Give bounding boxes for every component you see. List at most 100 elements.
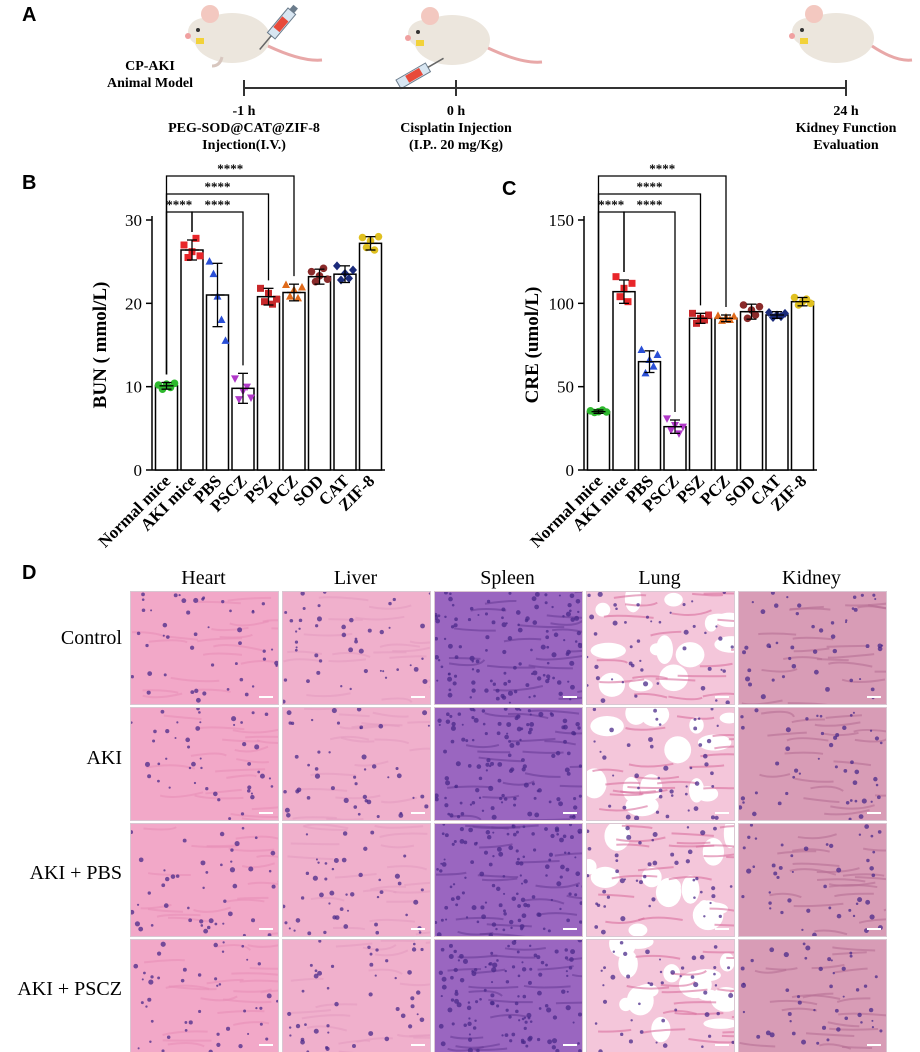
data-point xyxy=(675,430,683,438)
data-point xyxy=(653,350,662,358)
histology-image-liver-1 xyxy=(282,591,431,705)
significance-label: **** xyxy=(649,161,675,176)
data-point xyxy=(689,309,696,317)
histology-image-heart-1 xyxy=(130,591,279,705)
significance-bracket xyxy=(623,211,676,412)
data-point xyxy=(231,375,239,383)
bar xyxy=(612,290,636,471)
row-aki: AKI xyxy=(86,747,122,769)
data-point xyxy=(637,345,646,353)
histology-image-spleen-4 xyxy=(434,939,583,1052)
data-point xyxy=(714,311,722,319)
event-0h: 0 h Cisplatin Injection (I.P.. 20 mg/Kg) xyxy=(400,104,512,153)
panel-label-a: A xyxy=(22,4,37,26)
histology-image-lung-3 xyxy=(586,823,735,937)
significance-label: **** xyxy=(598,197,624,212)
histology-image-lung-2 xyxy=(586,707,735,821)
data-point xyxy=(755,302,764,311)
event-24h: 24 h Kidney Function Evaluation xyxy=(795,104,897,153)
data-point xyxy=(667,427,675,435)
data-point xyxy=(184,254,192,261)
data-point xyxy=(743,314,752,323)
bar xyxy=(637,360,662,471)
data-point xyxy=(705,311,712,319)
mouse-icon-2 xyxy=(405,7,543,65)
data-point xyxy=(374,232,383,241)
data-point xyxy=(298,283,306,291)
data-point xyxy=(349,265,357,275)
bar xyxy=(358,242,383,471)
column-kidney: Kidney xyxy=(782,567,841,589)
histology-image-spleen-2 xyxy=(434,707,583,821)
bar xyxy=(333,273,357,471)
histology-image-spleen-1 xyxy=(434,591,583,705)
histology-image-liver-4 xyxy=(282,939,431,1052)
syringe-icon-2 xyxy=(395,57,444,90)
histology-image-spleen-3 xyxy=(434,823,583,937)
y-tick-label: 0 xyxy=(566,461,575,480)
data-point xyxy=(319,264,328,273)
significance-label: **** xyxy=(217,161,243,176)
histology-image-lung-1 xyxy=(586,591,735,705)
mouse-icon-1 xyxy=(185,5,323,68)
significance-label: **** xyxy=(637,197,663,212)
data-point xyxy=(663,415,671,423)
data-point xyxy=(739,301,748,309)
bar xyxy=(765,314,789,471)
significance-label: **** xyxy=(166,197,192,212)
data-point xyxy=(209,269,218,278)
y-tick-label: 10 xyxy=(125,378,142,397)
data-point xyxy=(243,383,251,392)
data-point xyxy=(806,299,815,308)
y-axis-label: BUN ( mmol/L) xyxy=(90,282,111,409)
data-point xyxy=(345,273,353,283)
data-point xyxy=(751,311,760,319)
event-minus1h: -1 h PEG-SOD@CAT@ZIF-8 Injection(I.V.) xyxy=(168,104,320,153)
y-tick-label: 20 xyxy=(125,294,142,313)
y-tick-label: 150 xyxy=(549,211,575,230)
significance-label: **** xyxy=(205,179,231,194)
row-control: Control xyxy=(60,627,122,649)
column-liver: Liver xyxy=(333,567,378,589)
timeline-diagram xyxy=(185,4,913,96)
data-point xyxy=(286,292,294,300)
data-point xyxy=(612,273,620,281)
data-point xyxy=(247,394,255,402)
y-tick-label: 100 xyxy=(549,294,575,313)
bar xyxy=(739,310,764,471)
data-point xyxy=(358,233,367,242)
y-tick-label: 0 xyxy=(134,461,143,480)
data-point xyxy=(790,293,799,302)
histology-image-heart-3 xyxy=(130,823,279,937)
significance-bracket xyxy=(165,175,295,375)
significance-label: **** xyxy=(205,197,231,212)
data-point xyxy=(701,316,708,324)
data-point xyxy=(602,408,611,416)
data-point xyxy=(649,362,658,370)
histology-image-kidney-3 xyxy=(738,823,887,937)
data-point xyxy=(221,336,230,344)
histology-image-kidney-4 xyxy=(738,939,887,1052)
bar xyxy=(180,249,204,471)
data-point xyxy=(205,257,214,265)
panel-label-d: D xyxy=(22,562,37,584)
data-point xyxy=(333,261,341,271)
data-point xyxy=(273,295,280,303)
y-axis-label: CRE (umol/L) xyxy=(522,287,543,404)
data-point xyxy=(307,267,316,276)
data-point xyxy=(282,280,290,288)
bar xyxy=(586,410,611,471)
mouse-icon-3 xyxy=(789,5,913,63)
data-point xyxy=(261,298,268,306)
histology-image-liver-2 xyxy=(282,707,431,821)
data-point xyxy=(679,423,687,432)
data-point xyxy=(235,396,243,404)
bar xyxy=(282,291,306,471)
model-title: CP-AKI Animal Model xyxy=(107,59,193,91)
bar xyxy=(307,275,332,471)
data-point xyxy=(616,293,624,301)
column-heart: Heart xyxy=(181,567,226,589)
